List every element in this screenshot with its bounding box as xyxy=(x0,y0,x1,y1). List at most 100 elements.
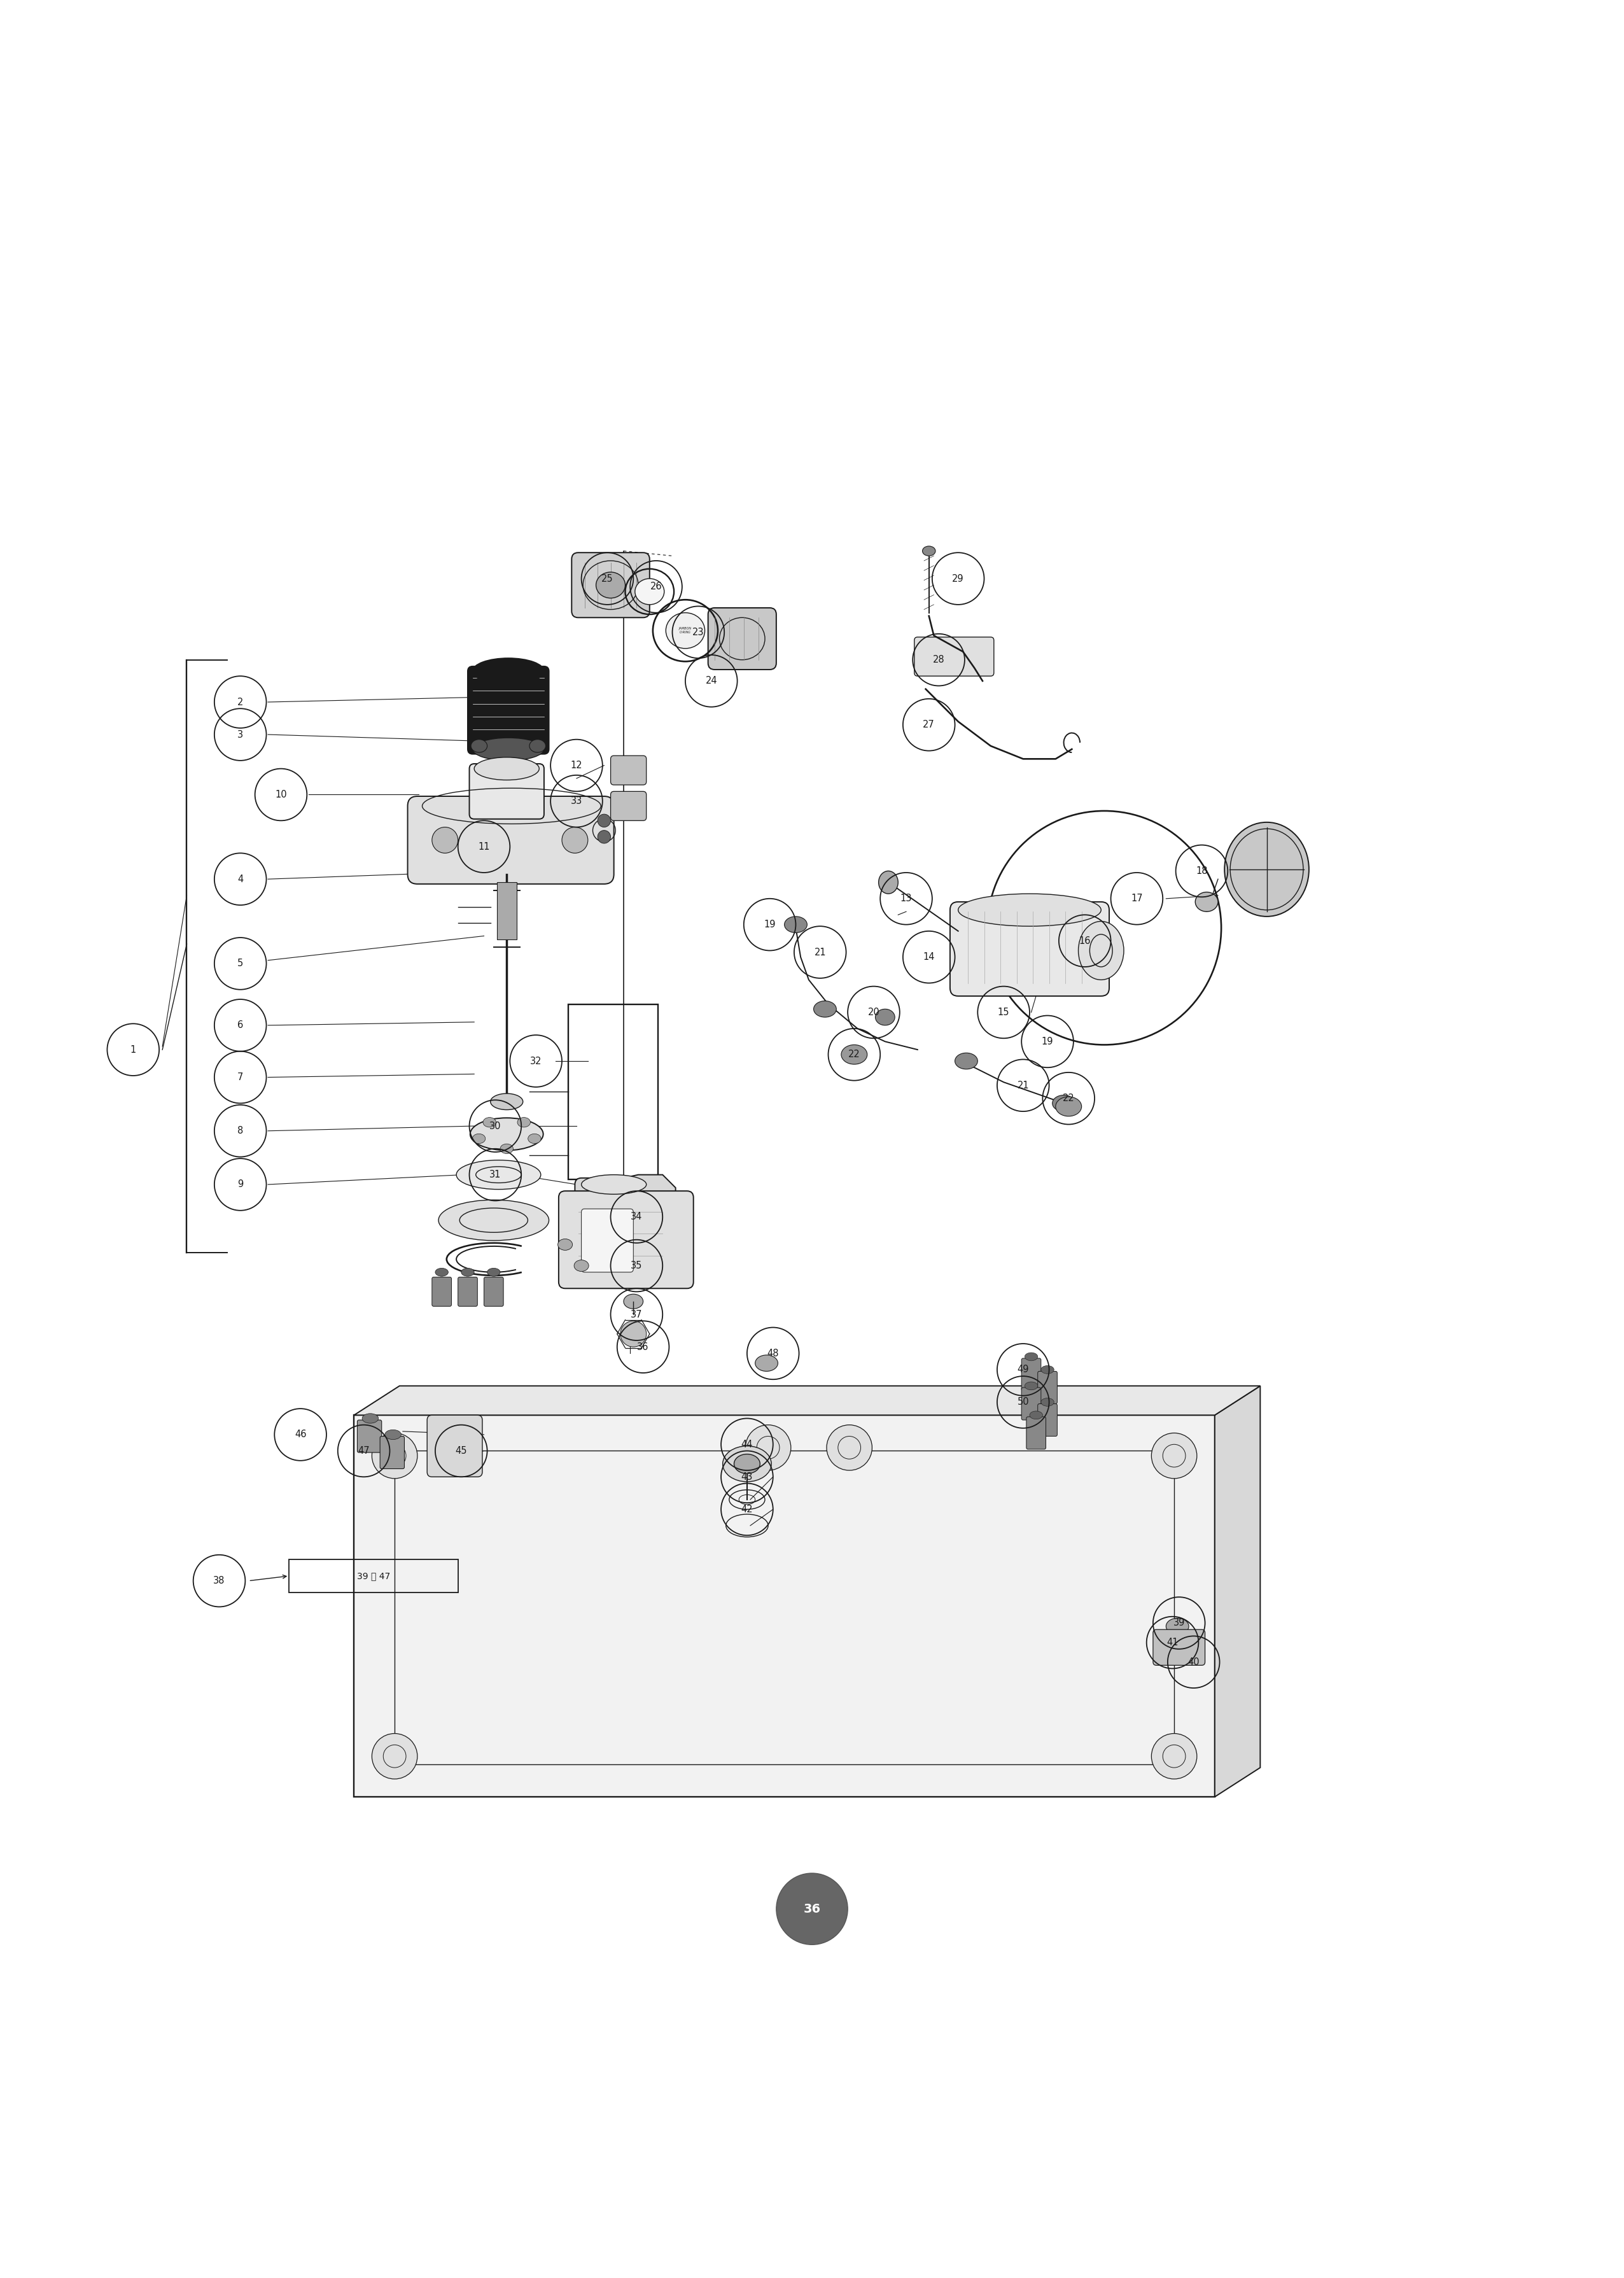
Text: 18: 18 xyxy=(1195,866,1208,875)
Text: 15: 15 xyxy=(997,1007,1010,1016)
Text: 34: 34 xyxy=(630,1212,643,1221)
Text: 4: 4 xyxy=(237,875,244,884)
Ellipse shape xyxy=(529,740,546,752)
Text: 36: 36 xyxy=(637,1342,650,1351)
Text: 28: 28 xyxy=(932,656,945,665)
Bar xyxy=(497,882,516,939)
Text: 10: 10 xyxy=(274,790,287,800)
FancyBboxPatch shape xyxy=(581,1210,633,1271)
Ellipse shape xyxy=(438,1201,549,1242)
Polygon shape xyxy=(354,1385,1260,1415)
Text: 1: 1 xyxy=(130,1046,136,1055)
FancyBboxPatch shape xyxy=(611,756,646,786)
Ellipse shape xyxy=(596,572,625,599)
Text: JAMBON
O-RING: JAMBON O-RING xyxy=(679,626,692,633)
Text: 26: 26 xyxy=(650,581,663,592)
FancyBboxPatch shape xyxy=(458,1278,477,1305)
FancyBboxPatch shape xyxy=(1038,1403,1057,1435)
Ellipse shape xyxy=(435,1269,448,1276)
FancyBboxPatch shape xyxy=(611,790,646,820)
Ellipse shape xyxy=(1166,1617,1189,1633)
FancyBboxPatch shape xyxy=(357,1419,382,1453)
Text: 33: 33 xyxy=(570,797,583,806)
Text: 7: 7 xyxy=(237,1073,244,1082)
Ellipse shape xyxy=(528,1134,541,1144)
Text: 46: 46 xyxy=(294,1431,307,1440)
Ellipse shape xyxy=(557,1239,572,1251)
Text: 39: 39 xyxy=(1173,1617,1186,1629)
Text: 19: 19 xyxy=(1041,1036,1054,1046)
Ellipse shape xyxy=(1078,920,1124,980)
FancyBboxPatch shape xyxy=(1026,1417,1046,1449)
FancyBboxPatch shape xyxy=(572,554,650,617)
Ellipse shape xyxy=(1030,1410,1043,1419)
Text: 39 ～ 47: 39 ～ 47 xyxy=(357,1572,390,1581)
FancyBboxPatch shape xyxy=(1038,1371,1057,1403)
Ellipse shape xyxy=(575,1260,588,1271)
Ellipse shape xyxy=(666,613,705,649)
Text: 14: 14 xyxy=(922,952,935,961)
Text: 22: 22 xyxy=(848,1050,861,1059)
Ellipse shape xyxy=(518,1118,531,1128)
Text: 41: 41 xyxy=(1166,1638,1179,1647)
Text: 29: 29 xyxy=(952,574,965,583)
Text: 6: 6 xyxy=(237,1021,244,1030)
Text: 22: 22 xyxy=(1062,1093,1075,1103)
FancyBboxPatch shape xyxy=(1021,1358,1041,1392)
Polygon shape xyxy=(594,1175,676,1201)
Ellipse shape xyxy=(814,1000,836,1018)
Text: 30: 30 xyxy=(489,1121,502,1130)
Text: 8: 8 xyxy=(237,1125,244,1137)
Ellipse shape xyxy=(1195,893,1218,911)
FancyBboxPatch shape xyxy=(484,1278,503,1305)
Circle shape xyxy=(598,831,611,843)
Text: 2: 2 xyxy=(237,697,244,706)
Circle shape xyxy=(1151,1433,1197,1478)
Ellipse shape xyxy=(784,916,807,932)
Bar xyxy=(395,1451,1174,1765)
Ellipse shape xyxy=(624,1294,643,1310)
Ellipse shape xyxy=(1224,822,1309,916)
FancyBboxPatch shape xyxy=(380,1435,404,1469)
Text: 17: 17 xyxy=(1130,893,1143,904)
Ellipse shape xyxy=(362,1415,378,1424)
Circle shape xyxy=(372,1734,417,1779)
Ellipse shape xyxy=(1056,1096,1082,1116)
Text: 16: 16 xyxy=(1078,936,1091,945)
Circle shape xyxy=(620,1321,646,1346)
Text: 21: 21 xyxy=(814,948,827,957)
Text: 13: 13 xyxy=(900,893,913,904)
Ellipse shape xyxy=(473,738,544,761)
Text: 36: 36 xyxy=(804,1902,820,1916)
Circle shape xyxy=(432,827,458,854)
Text: 48: 48 xyxy=(767,1349,780,1358)
Ellipse shape xyxy=(958,893,1101,927)
Ellipse shape xyxy=(1041,1365,1054,1374)
Circle shape xyxy=(776,1873,848,1945)
Text: 9: 9 xyxy=(237,1180,244,1189)
Ellipse shape xyxy=(1052,1096,1075,1112)
Ellipse shape xyxy=(875,1009,895,1025)
Text: 40: 40 xyxy=(1187,1658,1200,1667)
Text: 37: 37 xyxy=(630,1310,643,1319)
Ellipse shape xyxy=(471,740,487,752)
Text: 43: 43 xyxy=(741,1472,754,1481)
Text: 23: 23 xyxy=(692,626,705,638)
Ellipse shape xyxy=(879,870,898,893)
FancyBboxPatch shape xyxy=(559,1191,693,1289)
Text: 50: 50 xyxy=(1017,1396,1030,1408)
Ellipse shape xyxy=(841,1046,867,1064)
FancyBboxPatch shape xyxy=(708,608,776,670)
Ellipse shape xyxy=(1041,1399,1054,1406)
Text: 3: 3 xyxy=(237,729,244,740)
Circle shape xyxy=(598,813,611,827)
Ellipse shape xyxy=(755,1355,778,1371)
Ellipse shape xyxy=(1177,1640,1200,1656)
Circle shape xyxy=(745,1424,791,1469)
Text: 5: 5 xyxy=(237,959,244,968)
Text: 12: 12 xyxy=(570,761,583,770)
Ellipse shape xyxy=(461,1269,474,1276)
Ellipse shape xyxy=(1025,1383,1038,1390)
FancyBboxPatch shape xyxy=(575,1178,653,1244)
FancyBboxPatch shape xyxy=(432,1278,451,1305)
